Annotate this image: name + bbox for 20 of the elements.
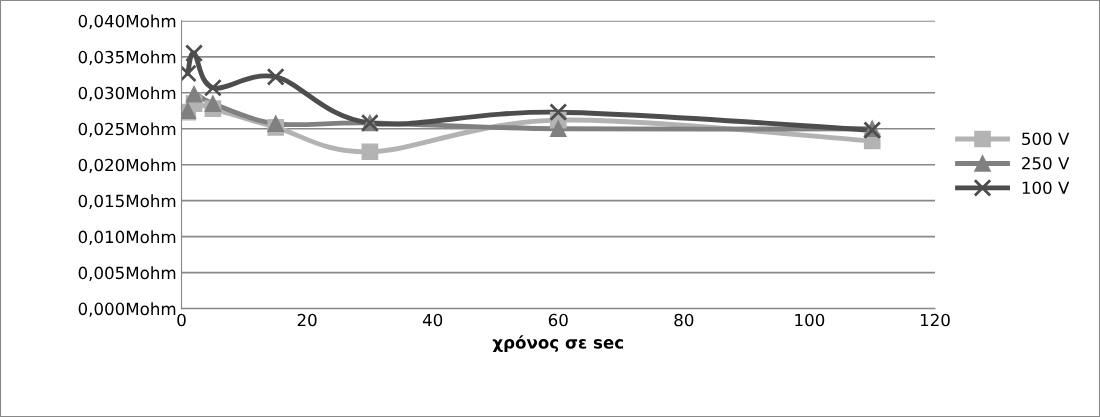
y-tick-label: 0,000Mohm bbox=[78, 302, 176, 317]
x-axis-title: χρόνος σε sec bbox=[492, 335, 624, 352]
y-tick-label: 0,015Mohm bbox=[78, 194, 176, 209]
y-tick-label: 0,025Mohm bbox=[78, 122, 176, 138]
x-tick-label: 40 bbox=[422, 313, 443, 327]
y-tick-label: 0,035Mohm bbox=[78, 50, 176, 66]
x-tick-label: 0 bbox=[177, 313, 186, 327]
y-tick-label: 0,005Mohm bbox=[78, 266, 176, 281]
legend-label: 100 V bbox=[1022, 181, 1070, 195]
x-tick-label: 120 bbox=[920, 313, 950, 327]
y-tick-label: 0,030Mohm bbox=[78, 86, 176, 102]
y-tick-label: 0,040Mohm bbox=[78, 14, 176, 30]
legend-label: 250 V bbox=[1022, 156, 1070, 170]
x-tick-label: 20 bbox=[297, 313, 317, 327]
y-tick-label: 0,010Mohm bbox=[78, 230, 176, 245]
legend-label: 500 V bbox=[1022, 132, 1070, 146]
y-tick-label: 0,020Mohm bbox=[78, 158, 176, 173]
x-tick-label: 80 bbox=[674, 313, 694, 327]
x-tick-label: 100 bbox=[795, 313, 825, 327]
x-tick-label: 60 bbox=[548, 313, 568, 327]
